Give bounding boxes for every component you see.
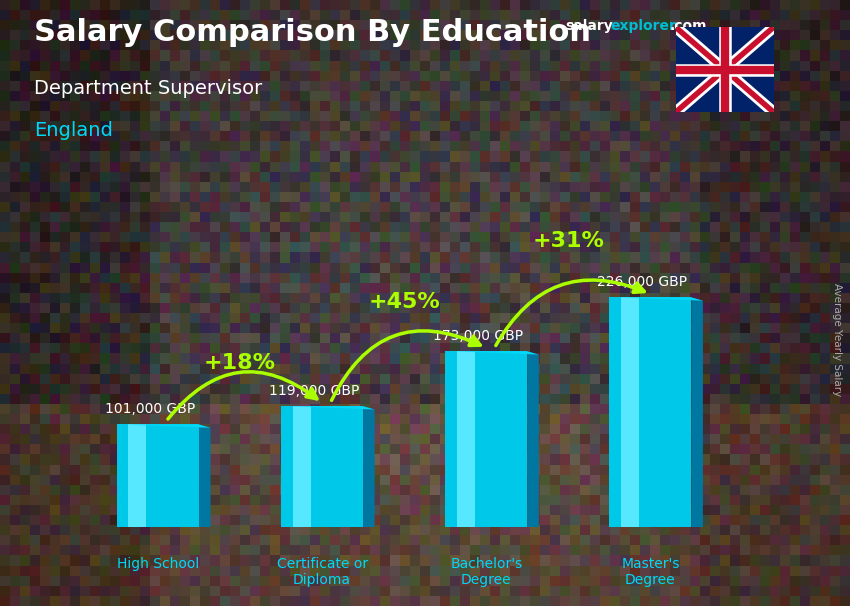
Text: 173,000 GBP: 173,000 GBP [433, 328, 523, 342]
Text: explorer: explorer [610, 19, 676, 33]
Bar [445, 351, 527, 527]
Text: Department Supervisor: Department Supervisor [34, 79, 263, 98]
Text: .com: .com [670, 19, 707, 33]
Polygon shape [609, 298, 703, 301]
Text: +31%: +31% [532, 231, 604, 251]
Bar [609, 298, 691, 527]
Text: 226,000 GBP: 226,000 GBP [598, 275, 688, 289]
Text: Certificate or
Diploma: Certificate or Diploma [276, 557, 368, 587]
Bar [281, 406, 363, 527]
Text: Salary Comparison By Education: Salary Comparison By Education [34, 18, 591, 47]
Bar [117, 424, 199, 527]
Polygon shape [363, 406, 375, 527]
Text: England: England [34, 121, 113, 140]
Text: Average Yearly Salary: Average Yearly Salary [832, 283, 842, 396]
Polygon shape [691, 298, 703, 527]
Bar [292, 406, 310, 527]
Text: Bachelor's
Degree: Bachelor's Degree [450, 557, 523, 587]
Text: 101,000 GBP: 101,000 GBP [105, 402, 195, 416]
Polygon shape [281, 406, 375, 410]
Text: High School: High School [116, 557, 199, 571]
Polygon shape [527, 351, 539, 527]
Polygon shape [117, 424, 211, 428]
Bar [456, 351, 475, 527]
Polygon shape [199, 424, 211, 527]
Text: salary: salary [565, 19, 613, 33]
Text: 119,000 GBP: 119,000 GBP [269, 384, 359, 398]
Polygon shape [445, 351, 539, 355]
Bar [128, 424, 146, 527]
Text: +45%: +45% [368, 291, 440, 311]
Bar [620, 298, 639, 527]
Text: +18%: +18% [204, 353, 276, 373]
Text: Master's
Degree: Master's Degree [621, 557, 680, 587]
